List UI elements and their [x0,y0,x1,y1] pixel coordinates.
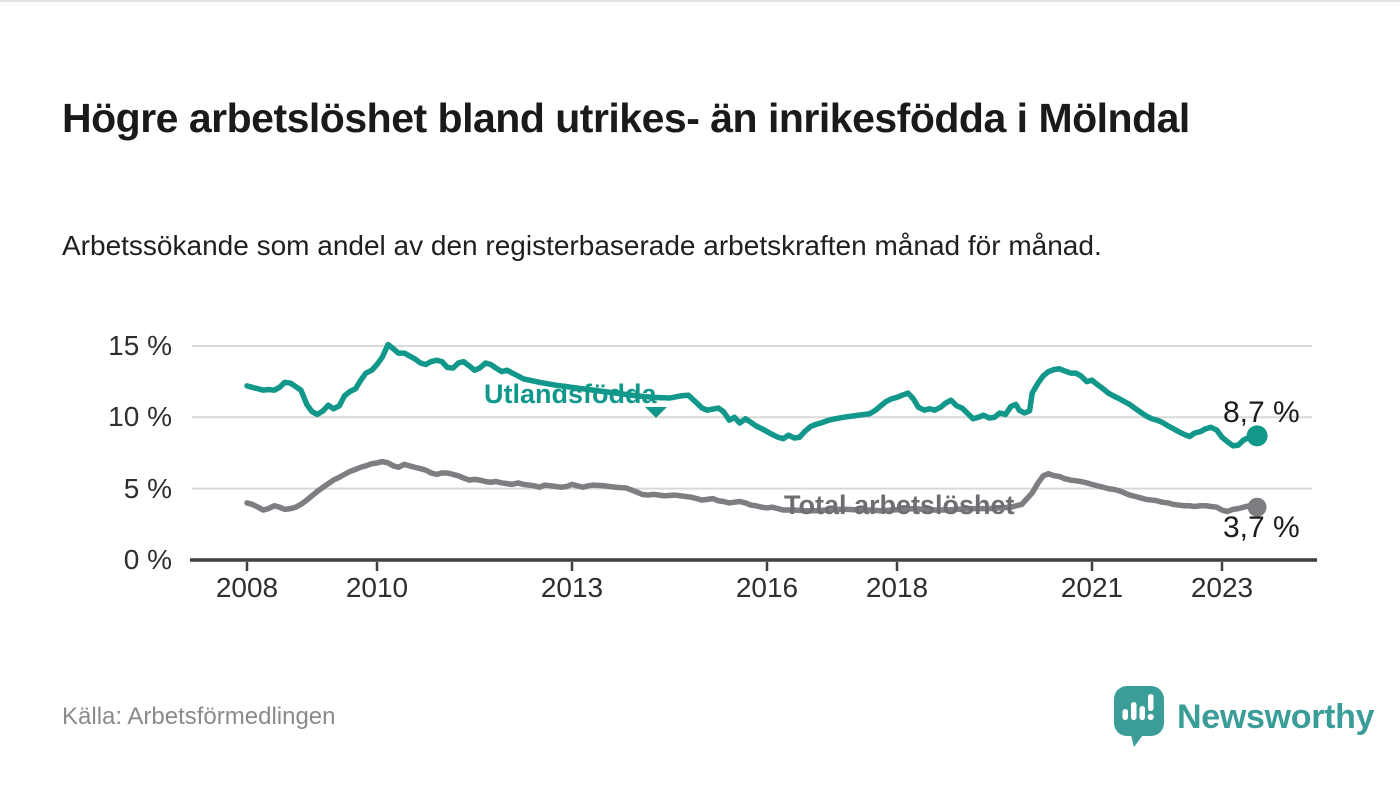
newsworthy-logo-icon [1114,686,1164,747]
x-tick-label: 2023 [1190,572,1254,603]
newsworthy-logo: Newsworthy [1113,682,1375,752]
y-tick-label: 10 % [108,401,172,433]
series-line-utlandsfodda [244,341,1260,449]
page-subtitle: Arbetssökande som andel av den registerb… [62,230,1102,261]
series-line-total [244,458,1260,515]
series-end-dot [1246,425,1268,447]
newsworthy-wordmark: Newsworthy [1177,697,1375,736]
x-tick-label: 2018 [865,572,929,603]
series-label-utlandsfodda: Utlandsfödda [484,379,657,409]
plot-canvas [190,341,1317,571]
y-tick-label: 15 % [108,329,172,361]
page-title: Högre arbetslöshet bland utrikes- än inr… [62,95,1190,142]
end-value-total: 3,7 % [1223,511,1300,544]
x-tick-label: 2013 [540,572,604,603]
x-tick-label: 2021 [1060,572,1124,603]
x-tick-label: 2010 [345,572,409,603]
annotation-arrow-down-icon [645,407,667,418]
y-tick-label: 5 % [123,472,172,504]
x-tick-label: 2008 [215,572,279,603]
y-tick-label: 0 % [123,544,172,575]
top-divider [0,0,1400,2]
source-note: Källa: Arbetsförmedlingen [62,703,336,730]
end-value-utlandsfodda: 8,7 % [1223,396,1300,429]
series-label-total: Total arbetslöshet [784,490,1015,520]
series-end-dot [1247,497,1267,517]
x-tick-label: 2016 [735,572,799,603]
